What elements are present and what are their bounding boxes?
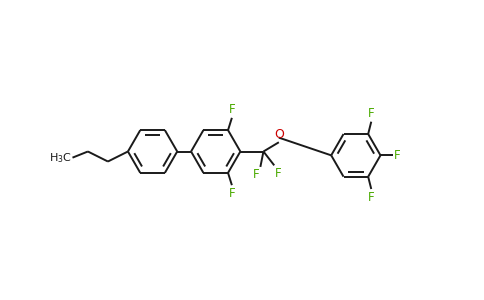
- Text: $\mathsf{H_3C}$: $\mathsf{H_3C}$: [49, 151, 72, 165]
- Text: O: O: [274, 128, 284, 142]
- Text: F: F: [368, 190, 375, 203]
- Text: F: F: [275, 167, 282, 180]
- Text: F: F: [228, 103, 235, 116]
- Text: F: F: [253, 168, 259, 182]
- Text: F: F: [228, 187, 235, 200]
- Text: F: F: [393, 149, 400, 162]
- Text: F: F: [368, 107, 375, 120]
